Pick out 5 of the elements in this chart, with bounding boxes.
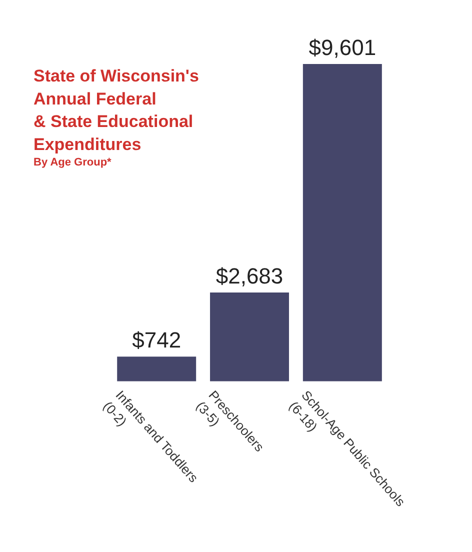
- text: By Age Group*: [34, 156, 112, 168]
- data-label: $9,601: [308, 34, 376, 60]
- data-label: $2,683: [216, 264, 284, 289]
- data-label: $742: [132, 328, 182, 353]
- text: State of Wisconsin's Annual Federal & State Educational Expenditures: [34, 66, 199, 154]
